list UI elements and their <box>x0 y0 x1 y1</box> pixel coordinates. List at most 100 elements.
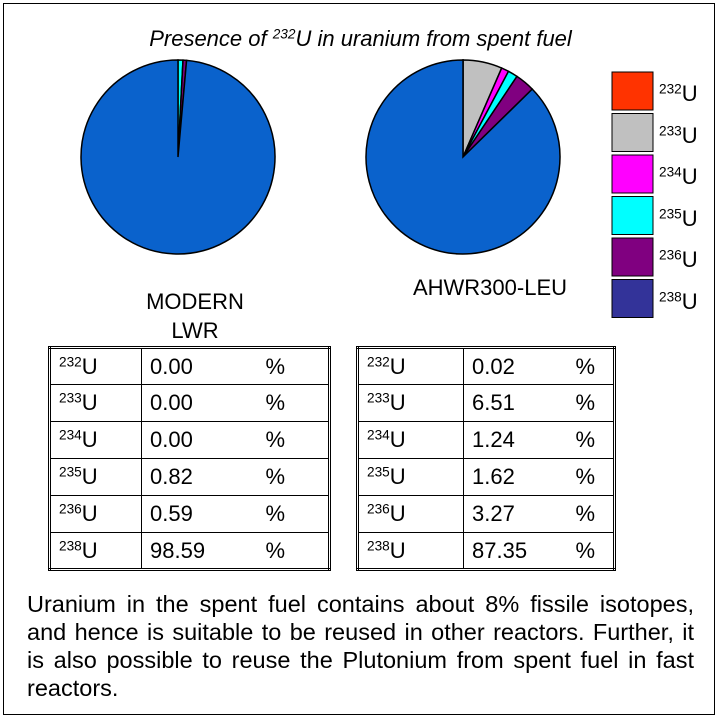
isotope-mass: 238 <box>59 538 82 553</box>
table-cell: % <box>569 495 615 533</box>
table-cell: 0.00 <box>141 347 260 385</box>
table-cell: % <box>259 347 330 385</box>
legend-swatch <box>611 113 654 152</box>
pie-slice <box>80 59 276 255</box>
isotope-mass: 234 <box>659 164 682 180</box>
legend-label: 233U <box>659 123 698 149</box>
table-cell: % <box>259 495 330 533</box>
legend-label: 235U <box>659 206 698 232</box>
table-cell: % <box>569 458 615 496</box>
table-row: 232U 0.02% <box>357 347 615 385</box>
isotope-mass: 234 <box>59 427 82 443</box>
isotope-symbol: U <box>681 81 698 106</box>
isotope-mass: 232 <box>659 81 682 97</box>
table-cell: 232U <box>357 347 464 385</box>
pie-label: AHWR300-LEU <box>412 275 568 300</box>
isotope-symbol: U <box>389 464 406 489</box>
table-row: 236U 3.27% <box>357 495 615 533</box>
isotope-symbol: U <box>681 205 698 231</box>
isotope-mass: 232 <box>367 354 390 369</box>
isotope-mass: 233 <box>367 390 390 406</box>
table-cell: 235U <box>357 458 464 496</box>
paragraph: Uranium in the spent fuel contains about… <box>27 591 694 701</box>
pie-label: MODERN LWR <box>146 289 244 343</box>
isotope-symbol: U <box>681 122 698 148</box>
table-row: 233U 6.51% <box>357 384 615 422</box>
table-cell: 233U <box>49 384 142 422</box>
legend-swatch <box>611 196 654 235</box>
table-row: 238U 87.35% <box>357 532 615 570</box>
table-row: 235U 1.62% <box>357 458 615 496</box>
legend-label: 234U <box>659 164 698 190</box>
table-cell: 3.27 <box>463 495 570 533</box>
isotope-symbol: U <box>389 537 406 563</box>
table-cell: % <box>259 421 330 459</box>
isotope-mass: 236 <box>367 501 390 517</box>
table-row: 233U 0.00% <box>49 384 330 422</box>
isotope-symbol: U <box>681 164 698 189</box>
table-cell: % <box>259 532 330 570</box>
legend-swatch <box>611 154 654 194</box>
isotope-symbol: U <box>81 501 98 526</box>
isotope-mass: 233 <box>659 123 682 138</box>
legend-label: 236U <box>659 247 698 273</box>
table-cell: 235U <box>49 458 142 496</box>
table-cell: 234U <box>49 421 142 459</box>
isotope-symbol: U <box>389 353 406 379</box>
table-cell: 233U <box>357 384 464 422</box>
table-cell: 6.51 <box>463 384 570 422</box>
title-text: Presence of <box>149 26 273 51</box>
table-cell: 0.59 <box>141 495 260 533</box>
table-cell: 98.59 <box>141 532 260 570</box>
title-text: U in uranium from spent fuel <box>295 26 572 51</box>
table-cell: 236U <box>357 495 464 533</box>
isotope-symbol: U <box>681 288 698 314</box>
table-cell: 1.24 <box>463 421 570 459</box>
isotope-symbol: U <box>389 427 406 452</box>
isotope-mass: 238 <box>659 289 682 304</box>
isotope-mass: 233 <box>59 390 82 406</box>
data-table: 232U 0.00% 233U 0.00% 234U 0.00% 235U 0.82% 236U… <box>48 346 331 571</box>
isotope-symbol: U <box>681 247 698 272</box>
table-row: 234U 0.00% <box>49 421 330 459</box>
table-cell: 232U <box>49 347 142 385</box>
table-cell: 238U <box>357 532 464 570</box>
table-cell: 87.35 <box>463 532 570 570</box>
table-cell: % <box>569 532 615 570</box>
isotope-mass: 235 <box>59 464 82 480</box>
isotope-mass: 236 <box>659 247 682 263</box>
isotope-mass: 234 <box>367 427 390 443</box>
table-cell: 238U <box>49 532 142 570</box>
table-cell: % <box>569 384 615 422</box>
title: Presence of 232U in uranium from spent f… <box>0 26 721 52</box>
table-row: 235U 0.82% <box>49 458 330 496</box>
isotope-symbol: U <box>81 353 98 379</box>
legend-swatch <box>611 71 654 111</box>
legend-label: 232U <box>659 81 698 107</box>
isotope-symbol: U <box>81 390 98 415</box>
table-cell: 0.00 <box>141 384 260 422</box>
pie-slice <box>365 59 561 255</box>
data-table: 232U 0.02% 233U 6.51% 234U 1.24% 235U 1.62% 236U… <box>356 346 616 571</box>
table-row: 236U 0.59% <box>49 495 330 533</box>
isotope-symbol: U <box>389 501 406 526</box>
table-row: 232U 0.00% <box>49 347 330 385</box>
table-cell: % <box>569 347 615 385</box>
table-cell: 234U <box>357 421 464 459</box>
table-cell: % <box>259 384 330 422</box>
table-cell: 0.02 <box>463 347 570 385</box>
table-cell: % <box>569 421 615 459</box>
table-cell: 0.82 <box>141 458 260 496</box>
legend-swatch <box>611 279 654 318</box>
isotope-symbol: U <box>389 390 406 415</box>
table-row: 238U 98.59% <box>49 532 330 570</box>
table-cell: 1.62 <box>463 458 570 496</box>
isotope-mass: 235 <box>367 464 390 480</box>
table-cell: 0.00 <box>141 421 260 459</box>
isotope-mass: 236 <box>59 501 82 517</box>
legend-swatch <box>611 237 654 277</box>
isotope-symbol: U <box>81 464 98 489</box>
table-row: 234U 1.24% <box>357 421 615 459</box>
